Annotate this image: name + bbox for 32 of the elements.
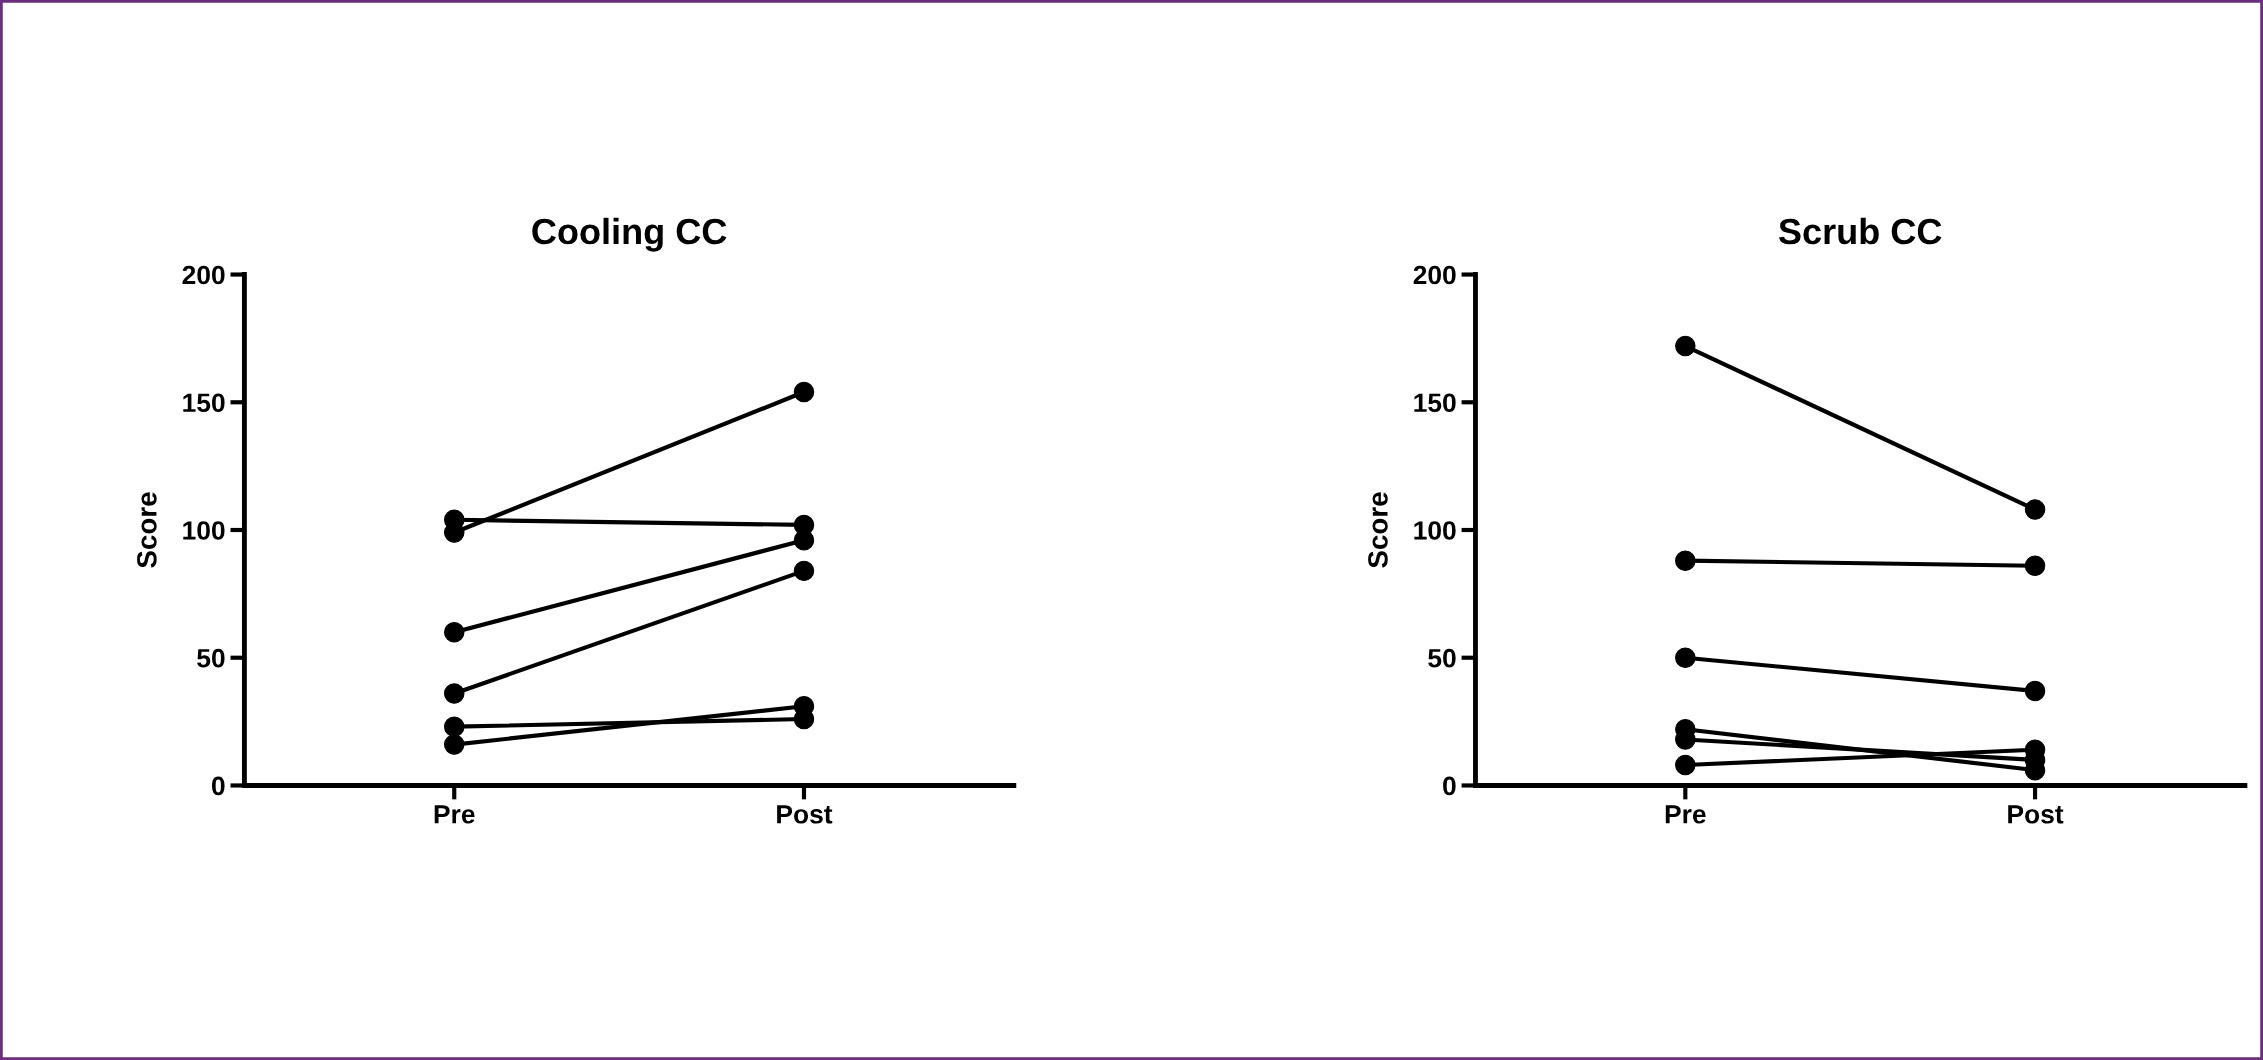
point <box>793 529 815 551</box>
x-tick-label: Pre <box>1665 805 1706 824</box>
x-tick-label: Post <box>2008 805 2064 824</box>
point <box>793 381 815 403</box>
point <box>444 621 465 643</box>
point <box>1675 550 1696 571</box>
point <box>444 716 465 737</box>
y-axis-title: Score <box>137 492 157 568</box>
chart-title: Scrub CC <box>1778 217 1942 245</box>
y-tick-label: 0 <box>1443 776 1456 796</box>
y-tick-label: 200 <box>1413 265 1456 285</box>
point <box>444 683 465 704</box>
x-tick-label: Pre <box>434 805 475 824</box>
point <box>1675 754 1696 776</box>
point <box>2024 499 2046 520</box>
y-tick-label: 150 <box>1414 393 1456 413</box>
y-tick-label: 0 <box>212 776 225 796</box>
point <box>444 734 465 755</box>
y-axis-title: Score <box>1368 492 1388 568</box>
y-tick-label: 50 <box>197 648 225 668</box>
point <box>1675 647 1696 668</box>
x-tick-label: Post <box>777 805 833 824</box>
y-tick-label: 100 <box>183 521 225 540</box>
point <box>793 560 815 582</box>
y-tick-label: 200 <box>182 265 225 285</box>
point <box>1675 335 1696 357</box>
y-tick-label: 150 <box>183 393 225 413</box>
y-tick-label: 100 <box>1414 521 1456 540</box>
point <box>2024 555 2046 577</box>
chart-title: Cooling CC <box>532 217 727 252</box>
y-tick-label: 50 <box>1428 648 1456 668</box>
point <box>2024 680 2046 702</box>
